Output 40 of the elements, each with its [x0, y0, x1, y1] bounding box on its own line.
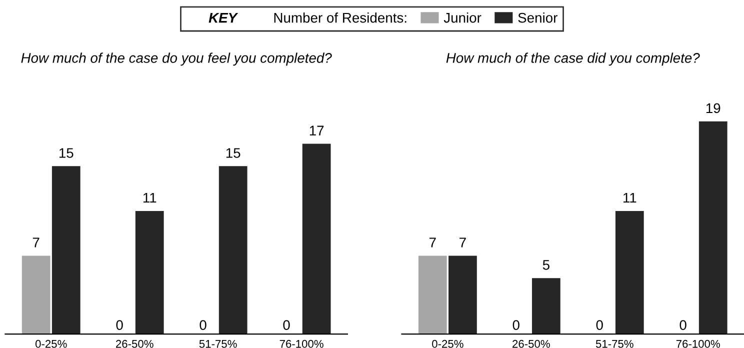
x-tick-label: 26-50%: [116, 340, 154, 348]
bar: [698, 121, 728, 334]
data-label: 0: [200, 320, 206, 330]
x-tick-label: 76-100%: [280, 340, 324, 348]
data-label: 0: [283, 320, 290, 330]
bar: [615, 210, 644, 334]
data-label: 7: [429, 238, 436, 248]
x-tick-label: 51-75%: [596, 340, 634, 348]
data-label: 17: [310, 126, 324, 136]
bar: [448, 256, 477, 334]
chart-title: How much of the case do you feel you completed?: [21, 52, 332, 66]
bar: [22, 256, 50, 334]
data-label: 0: [596, 320, 603, 330]
data-label: 19: [706, 103, 720, 114]
text: KEY: [208, 13, 238, 23]
bar: [532, 278, 560, 334]
bar: [135, 210, 164, 334]
data-label: 11: [623, 192, 636, 203]
data-label: 7: [460, 238, 466, 248]
bar: [302, 144, 331, 334]
x-tick-label: 26-50%: [512, 340, 550, 348]
data-label: 0: [512, 320, 520, 330]
bar: [52, 166, 80, 334]
data-label: 15: [226, 148, 240, 158]
bar: [418, 256, 447, 334]
legend-label: Junior: [444, 12, 482, 23]
x-tick-label: 76-100%: [676, 340, 720, 348]
x-tick-label: 0-25%: [35, 340, 67, 348]
data-label: 7: [32, 238, 40, 248]
chart-title: How much of the case did you complete?: [446, 52, 700, 66]
legend-label: Senior: [518, 12, 558, 23]
data-label: 0: [116, 320, 123, 330]
legend-title: Number of Residents:: [274, 12, 406, 23]
data-label: 15: [59, 148, 74, 158]
data-label: 5: [542, 260, 550, 270]
x-tick-label: 51-75%: [199, 340, 237, 348]
data-label: 0: [680, 320, 686, 330]
data-label: 11: [143, 192, 156, 203]
bar: [218, 166, 248, 334]
x-tick-label: 0-25%: [432, 340, 464, 348]
